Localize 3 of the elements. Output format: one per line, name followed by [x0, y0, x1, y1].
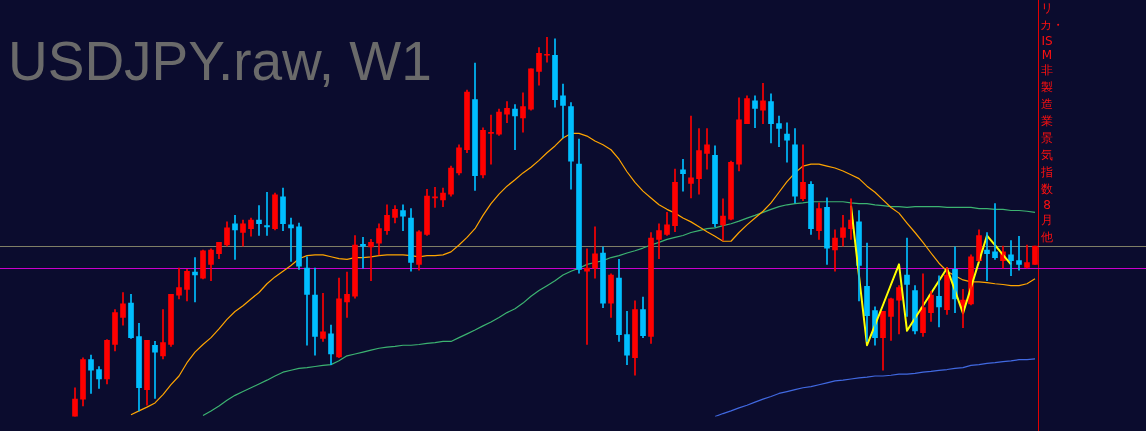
chart-title: USDJPY.raw, W1 [8, 30, 432, 92]
candlestick [1032, 245, 1038, 265]
text: リカ・ISM非製造業景気指数8月他 [1040, 1, 1064, 244]
